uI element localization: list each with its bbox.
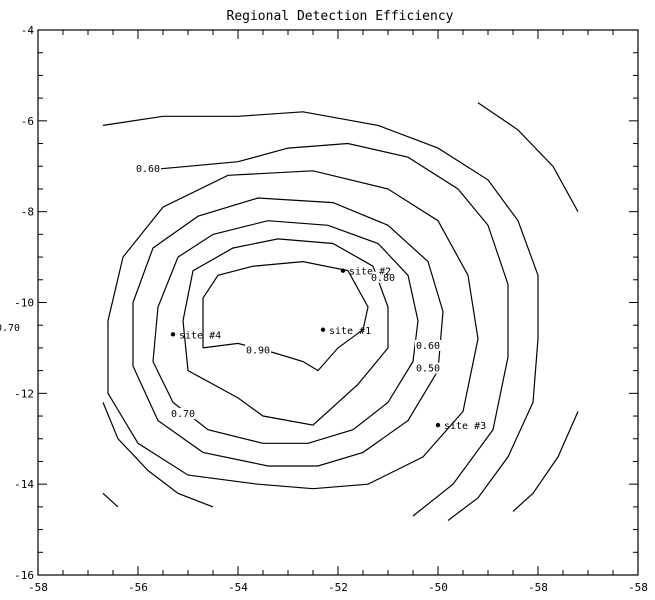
site-markers: site #1 site #2 site #3 site #4 [170,267,486,432]
contour-line [182,238,389,426]
contour-line [152,220,419,444]
site-marker [170,332,176,337]
site-marker [320,327,326,332]
site-marker [340,268,346,273]
contour-level-label: 0.80 [371,273,395,284]
contour-level-labels: 0.90 0.80 0.70 0.60 0.50 0.60 0.70 [0,162,441,420]
contour-line [102,492,119,508]
y-tick-label: -8 [21,206,34,219]
x-tick-label: -52 [328,581,348,594]
contour-level-label: 0.70 [0,323,20,334]
contour-line [132,197,444,467]
contour-label-bg [245,344,271,356]
contour-label-bg [0,321,21,333]
contour-level-label: 0.70 [171,409,195,420]
site-label: site #4 [179,330,221,341]
x-tick-label: -50 [428,581,448,594]
contour-level-label: 0.90 [246,345,270,356]
y-tick-label: -10 [14,297,34,310]
contour-lines [102,102,579,521]
site-marker [435,422,441,428]
plot-frame [37,29,639,576]
contour-line [202,260,369,372]
x-tick-label: -58 [28,581,48,594]
contour-line [512,411,579,512]
contour-level-label: 0.60 [136,164,160,175]
y-tick-label: -4 [21,24,35,37]
contour-level-label: 0.50 [416,364,440,375]
chart-title: Regional Detection Efficiency [227,9,454,24]
x-tick-label: -58 [528,581,548,594]
x-tick-label: -56 [128,581,148,594]
axis-tick-labels: -58 -56 -54 -52 -50 -58 -58-16-14-12-10-8-6-4 [14,24,648,594]
y-tick-label: -12 [14,387,34,400]
axis-ticks [37,29,639,576]
contour-line [102,111,539,521]
contour-level-label: 0.60 [416,341,440,352]
contour-line [107,170,479,490]
contour-label-bg [170,408,196,420]
y-tick-label: -14 [14,478,34,491]
site-label: site #3 [444,421,486,432]
contour-line [137,142,509,517]
contour-line [477,102,579,212]
site-label: site #1 [329,326,371,337]
contour-label-bg [135,162,161,174]
contour-line [102,402,214,508]
contour-label-bg [415,339,441,351]
y-tick-label: -6 [21,115,34,128]
contour-label-bg [370,271,396,283]
contour-label-bg [415,362,441,374]
x-tick-label: -58 [628,581,648,594]
x-tick-label: -54 [228,581,248,594]
site-label: site #2 [349,267,391,278]
y-tick-label: -16 [14,569,34,582]
